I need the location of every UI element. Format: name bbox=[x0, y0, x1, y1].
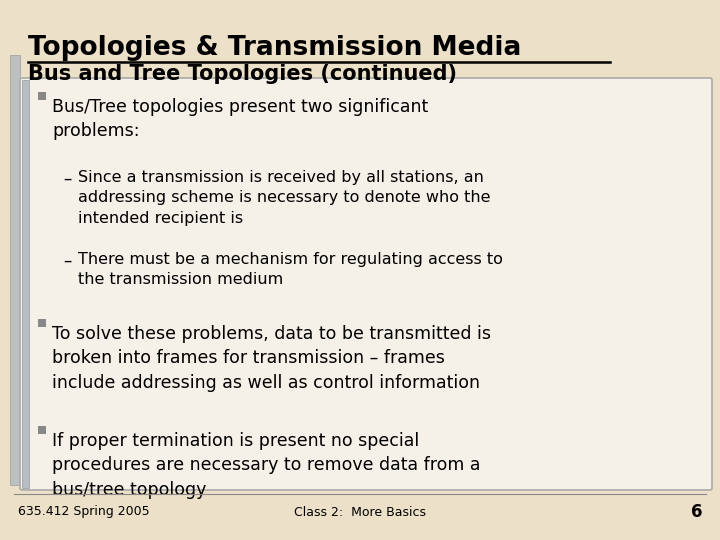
Text: –: – bbox=[63, 170, 71, 188]
Text: There must be a mechanism for regulating access to
the transmission medium: There must be a mechanism for regulating… bbox=[78, 252, 503, 287]
Text: Topologies & Transmission Media: Topologies & Transmission Media bbox=[28, 35, 521, 61]
Bar bbox=[38, 426, 46, 434]
Text: To solve these problems, data to be transmitted is
broken into frames for transm: To solve these problems, data to be tran… bbox=[52, 325, 491, 392]
Text: Since a transmission is received by all stations, an
addressing scheme is necess: Since a transmission is received by all … bbox=[78, 170, 490, 226]
Text: Bus/Tree topologies present two significant
problems:: Bus/Tree topologies present two signific… bbox=[52, 98, 428, 140]
Text: –: – bbox=[63, 252, 71, 270]
FancyBboxPatch shape bbox=[20, 78, 712, 490]
Text: Class 2:  More Basics: Class 2: More Basics bbox=[294, 505, 426, 518]
Bar bbox=[10, 55, 20, 485]
Text: Bus and Tree Topologies (continued): Bus and Tree Topologies (continued) bbox=[28, 64, 457, 84]
Bar bbox=[38, 319, 46, 327]
Bar bbox=[38, 92, 46, 100]
Text: If proper termination is present no special
procedures are necessary to remove d: If proper termination is present no spec… bbox=[52, 432, 480, 498]
Bar bbox=[22, 80, 29, 488]
Text: 6: 6 bbox=[690, 503, 702, 521]
Text: 635.412 Spring 2005: 635.412 Spring 2005 bbox=[18, 505, 150, 518]
